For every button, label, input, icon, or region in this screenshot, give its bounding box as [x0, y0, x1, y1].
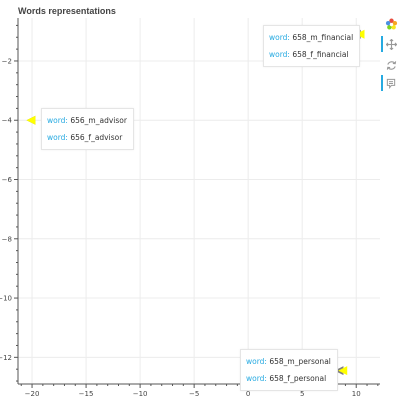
x-tick-label: −20 [25, 390, 40, 398]
pan-icon[interactable] [381, 36, 399, 52]
tooltip-key: word: [47, 116, 68, 125]
tooltip-value: 656_m_advisor [70, 116, 127, 125]
data-point-658_f_personal [338, 366, 348, 376]
bokeh-logo-icon[interactable] [383, 16, 399, 32]
tooltip-row: word: 658_f_financial [269, 46, 353, 63]
tooltip-value: 658_m_personal [269, 357, 331, 366]
tooltip-row: word: 658_m_personal [246, 353, 331, 370]
x-tick-label: −10 [133, 390, 148, 398]
x-tick-label: 10 [352, 390, 361, 398]
tooltip-row: word: 656_m_advisor [47, 112, 127, 129]
y-tick-label: −4 [2, 117, 13, 125]
data-point-656_f_advisor [26, 115, 36, 125]
tooltip-key: word: [246, 357, 267, 366]
y-tick-label: −10 [0, 295, 12, 303]
x-tick-label: 0 [246, 390, 250, 398]
y-tick-label: −8 [2, 235, 12, 243]
tooltip-row: word: 658_m_financial [269, 29, 353, 46]
x-tick-label: −5 [189, 390, 199, 398]
hover-icon[interactable] [381, 75, 399, 91]
plot-title: Words representations [18, 6, 116, 16]
tooltip-key: word: [269, 50, 290, 59]
hover-tooltip-financial: word: 658_m_financial word: 658_f_financ… [263, 25, 361, 67]
tooltip-value: 658_f_financial [292, 50, 349, 59]
tooltip-value: 658_f_personal [269, 374, 327, 383]
hover-tooltip-advisor: word: 656_m_advisor word: 656_f_advisor [41, 108, 134, 150]
tooltip-value: 658_m_financial [292, 33, 354, 42]
hover-tooltip-personal: word: 658_m_personal word: 658_f_persona… [240, 349, 338, 391]
tooltip-row: word: 658_f_personal [246, 370, 331, 387]
x-tick-label: −15 [79, 390, 94, 398]
y-tick-label: −12 [0, 354, 12, 362]
tooltip-row: word: 656_f_advisor [47, 129, 127, 146]
x-tick-label: 5 [300, 390, 304, 398]
y-tick-label: −6 [2, 176, 13, 184]
plot-frame [18, 18, 380, 384]
tooltip-key: word: [269, 33, 290, 42]
tooltip-value: 656_f_advisor [70, 133, 123, 142]
reset-icon[interactable] [383, 57, 399, 73]
tooltip-key: word: [47, 133, 68, 142]
tooltip-key: word: [246, 374, 267, 383]
y-tick-label: −2 [2, 57, 12, 65]
